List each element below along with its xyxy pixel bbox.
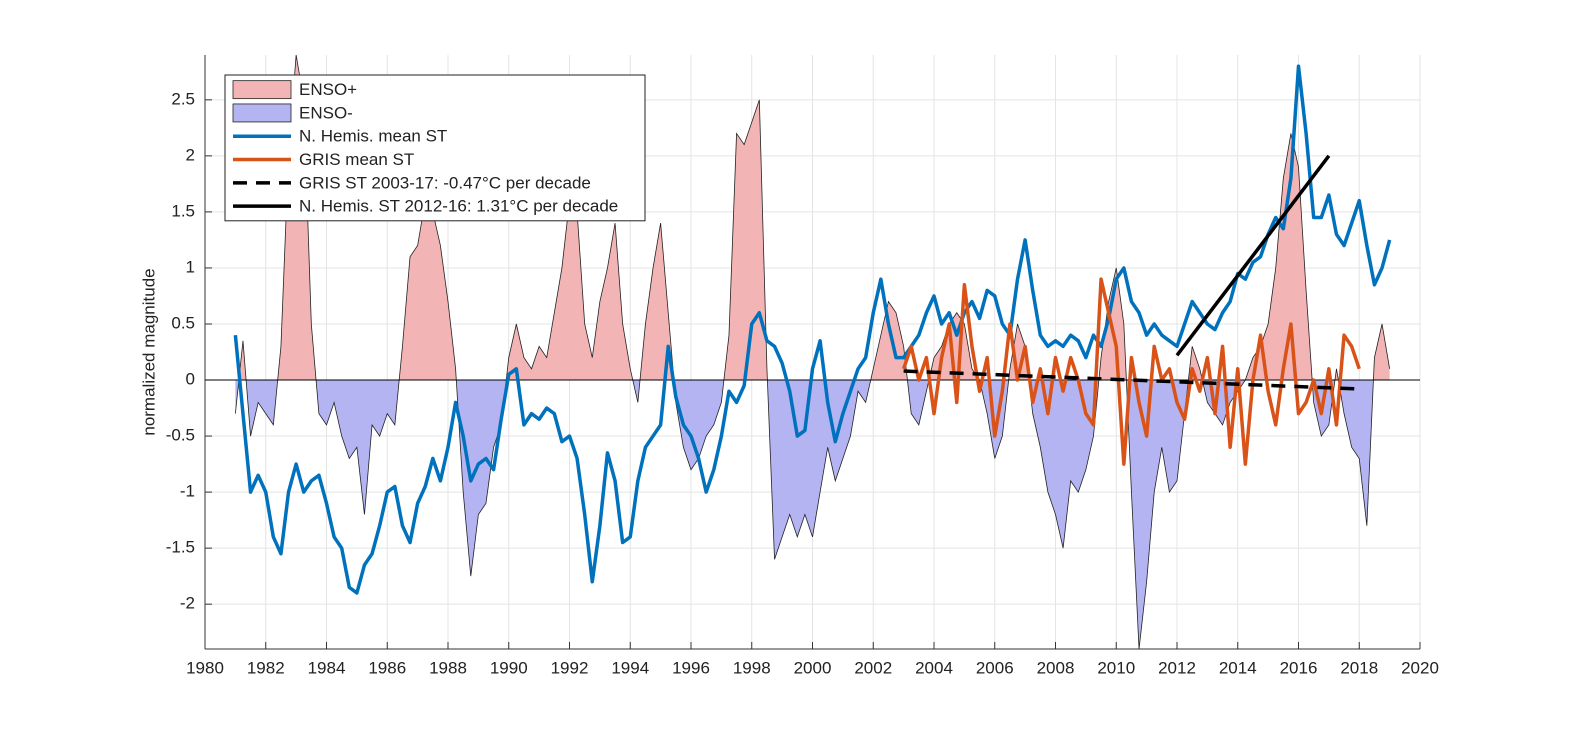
x-tick-label: 2002 bbox=[854, 658, 892, 677]
x-tick-label: 2008 bbox=[1037, 658, 1075, 677]
legend-box bbox=[224, 74, 646, 222]
legend-swatch bbox=[232, 103, 292, 123]
y-tick-label: 2 bbox=[186, 145, 195, 164]
legend-label: N. Hemis. mean ST bbox=[299, 127, 447, 146]
x-tick-label: 2000 bbox=[794, 658, 832, 677]
x-tick-label: 1994 bbox=[611, 658, 649, 677]
legend-label: N. Hemis. ST 2012-16: 1.31°C per decade bbox=[299, 197, 618, 216]
legend-label: ENSO- bbox=[299, 103, 353, 122]
legend-label: GRIS mean ST bbox=[299, 150, 414, 169]
area-positive bbox=[238, 55, 1390, 381]
x-tick-label: 1982 bbox=[247, 658, 285, 677]
x-tick-label: 1996 bbox=[672, 658, 710, 677]
y-tick-label: -1.5 bbox=[166, 538, 195, 557]
x-tick-label: 1992 bbox=[551, 658, 589, 677]
x-tick-label: 2004 bbox=[915, 658, 953, 677]
x-tick-label: 2014 bbox=[1219, 658, 1257, 677]
y-tick-label: -1 bbox=[180, 482, 195, 501]
x-tick-label: 1980 bbox=[186, 658, 224, 677]
y-tick-label: 2.5 bbox=[171, 89, 195, 108]
y-tick-label: -2 bbox=[180, 594, 195, 613]
legend-label: GRIS ST 2003-17: -0.47°C per decade bbox=[299, 173, 591, 192]
x-tick-label: 1988 bbox=[429, 658, 467, 677]
y-tick-label: -0.5 bbox=[166, 426, 195, 445]
x-tick-label: 2020 bbox=[1401, 658, 1439, 677]
x-tick-label: 2006 bbox=[976, 658, 1014, 677]
y-tick-label: 0 bbox=[186, 370, 195, 389]
series-line bbox=[233, 64, 1392, 595]
series-line bbox=[901, 277, 1361, 466]
series-line bbox=[1175, 154, 1331, 357]
legend: ENSO+ ENSO- N. Hemis. mean ST GRIS mean ST G… bbox=[224, 74, 646, 222]
series-line bbox=[903, 369, 1360, 391]
y-tick-label: 1 bbox=[186, 257, 195, 276]
x-tick-label: 1990 bbox=[490, 658, 528, 677]
x-tick-label: 2016 bbox=[1280, 658, 1318, 677]
y-tick-label: 1.5 bbox=[171, 201, 195, 220]
legend-swatch bbox=[232, 80, 292, 100]
x-tick-label: 1986 bbox=[368, 658, 406, 677]
y-tick-label: 0.5 bbox=[171, 313, 195, 332]
area-negative bbox=[235, 380, 1390, 649]
legend-label: ENSO+ bbox=[299, 80, 357, 99]
x-tick-label: 2012 bbox=[1158, 658, 1196, 677]
x-tick-label: 2010 bbox=[1097, 658, 1135, 677]
x-tick-label: 2018 bbox=[1340, 658, 1378, 677]
x-tick-label: 1998 bbox=[733, 658, 771, 677]
plot-area bbox=[205, 55, 1420, 649]
x-tick-label: 1984 bbox=[308, 658, 346, 677]
y-axis-label: normalized magnitude bbox=[139, 268, 158, 435]
